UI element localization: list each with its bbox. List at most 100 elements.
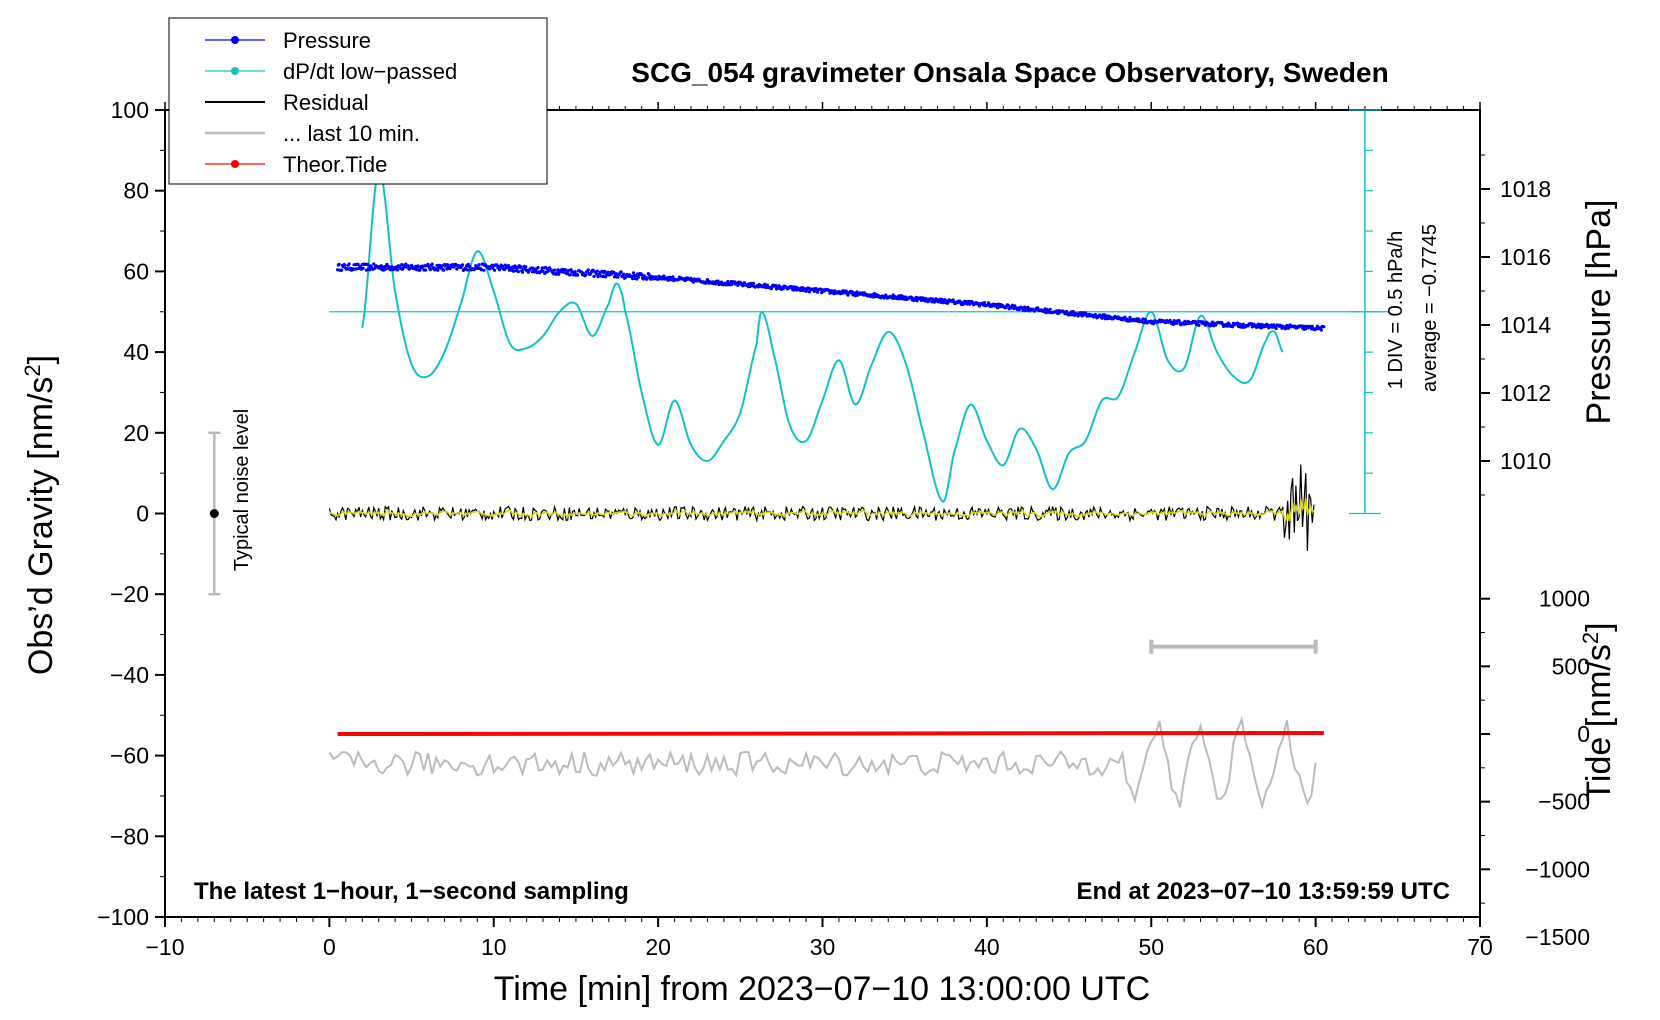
y-tick-label: 80	[123, 178, 149, 204]
pressure-point	[1055, 309, 1059, 313]
pressure-point	[511, 269, 516, 273]
pressure-point	[372, 262, 376, 266]
y-tick-label: 20	[123, 420, 149, 446]
pressure-point	[814, 286, 818, 291]
legend-dpdt-label: dP/dt low−passed	[283, 59, 457, 84]
legend-last-10-min-label: ... last 10 min.	[283, 121, 420, 146]
pressure-point	[616, 275, 620, 279]
legend-dpdt-marker	[231, 67, 239, 75]
tide-tick-label: −1000	[1525, 856, 1590, 882]
pressure-point	[354, 267, 359, 271]
pressure-point	[477, 263, 481, 267]
pressure-point	[603, 269, 607, 273]
pressure-point	[416, 264, 420, 268]
pressure-point	[619, 270, 623, 274]
pressure-point	[340, 268, 344, 272]
pressure-point	[430, 262, 434, 266]
pressure-point	[460, 263, 465, 267]
x-axis-label: Time [min] from 2023−07−10 13:00:00 UTC	[494, 970, 1150, 1008]
pressure-point	[640, 273, 644, 277]
pressure-point	[1203, 323, 1208, 327]
pressure-point	[1322, 325, 1326, 329]
pressure-point	[1177, 319, 1181, 323]
pressure-point	[807, 290, 812, 294]
pressure-point	[631, 277, 635, 281]
pressure-point	[662, 274, 666, 278]
pressure-point	[465, 268, 469, 272]
noise-level-label: Typical noise level	[231, 409, 253, 571]
pressure-point	[366, 263, 370, 267]
pressure-point	[1231, 325, 1235, 329]
pressure-tick-label: 1016	[1500, 244, 1551, 270]
noise-level-indicator	[208, 431, 221, 596]
pressure-point	[455, 267, 459, 271]
pressure-point	[524, 265, 528, 269]
pressure-point	[337, 262, 341, 266]
legend-pressure-label: Pressure	[283, 28, 371, 53]
pressure-point	[601, 274, 605, 279]
pressure-point	[816, 290, 820, 294]
pressure-point	[1168, 318, 1172, 322]
pressure-point	[671, 275, 675, 279]
pressure-point	[468, 265, 472, 269]
pressure-point	[520, 270, 525, 274]
pressure-point	[1006, 303, 1010, 307]
pressure-point	[1128, 315, 1132, 320]
pressure-point	[390, 265, 394, 269]
pressure-point	[1285, 323, 1289, 328]
pressure-point	[446, 263, 450, 267]
y-tick-label: 60	[123, 258, 149, 284]
pressure-point	[1197, 323, 1201, 327]
pressure-point	[364, 268, 368, 272]
pressure-tick-label: 1018	[1500, 176, 1551, 202]
pressure-point	[343, 263, 347, 267]
series-residual-line	[328, 464, 1315, 552]
pressure-point	[645, 276, 650, 280]
x-tick-label: 0	[323, 934, 336, 960]
legend-item-last-10-min: ... last 10 min.	[205, 121, 420, 146]
pressure-point	[557, 272, 561, 276]
pressure-point	[442, 268, 446, 272]
pressure-axis-label: Pressure [hPa]	[1580, 200, 1618, 425]
x-tick-label: 60	[1303, 934, 1329, 960]
pressure-point	[769, 287, 774, 291]
legend-item-residual: Residual	[205, 90, 369, 115]
pressure-point	[435, 263, 439, 267]
pressure-point	[604, 273, 608, 277]
pressure-tick-label: 1012	[1500, 380, 1551, 406]
pressure-point	[793, 288, 797, 292]
y-axis-label: Obs’d Gravity [nm/s2]	[20, 355, 61, 675]
y-tick-label: 0	[136, 501, 149, 527]
x-tick-label: 70	[1467, 934, 1493, 960]
pressure-point	[448, 266, 452, 271]
pressure-point	[606, 270, 610, 274]
pressure-tick-label: 1014	[1500, 312, 1551, 338]
pressure-point	[631, 271, 636, 275]
average-annotation: average = −0.7745	[1419, 224, 1441, 392]
pressure-point	[781, 287, 785, 291]
pressure-point	[586, 268, 590, 272]
pressure-point	[1048, 307, 1052, 311]
pressure-point	[614, 272, 618, 276]
pressure-point	[805, 289, 809, 293]
tide-tick-label: −1500	[1525, 924, 1590, 950]
pressure-point	[584, 273, 588, 277]
pressure-point	[336, 268, 340, 272]
pressure-point	[595, 269, 599, 273]
pressure-point	[502, 267, 506, 272]
noise-center-dot	[209, 509, 219, 518]
pressure-point	[501, 264, 505, 268]
tide-axis-ticks: −1500 −1000 −500 0 500 1000	[1480, 586, 1590, 950]
pressure-point	[506, 264, 511, 268]
pressure-point	[436, 268, 440, 272]
pressure-point	[636, 275, 641, 279]
x-axis-ticks: −10 0 10 20 30 40 50 60 70	[145, 102, 1493, 960]
pressure-point	[406, 264, 410, 268]
pressure-point	[479, 268, 483, 272]
pressure-point	[347, 262, 351, 266]
pressure-point	[898, 297, 902, 301]
pressure-point	[592, 274, 596, 279]
pressure-point	[1142, 321, 1146, 325]
tide-tick-label: 1000	[1539, 586, 1590, 612]
